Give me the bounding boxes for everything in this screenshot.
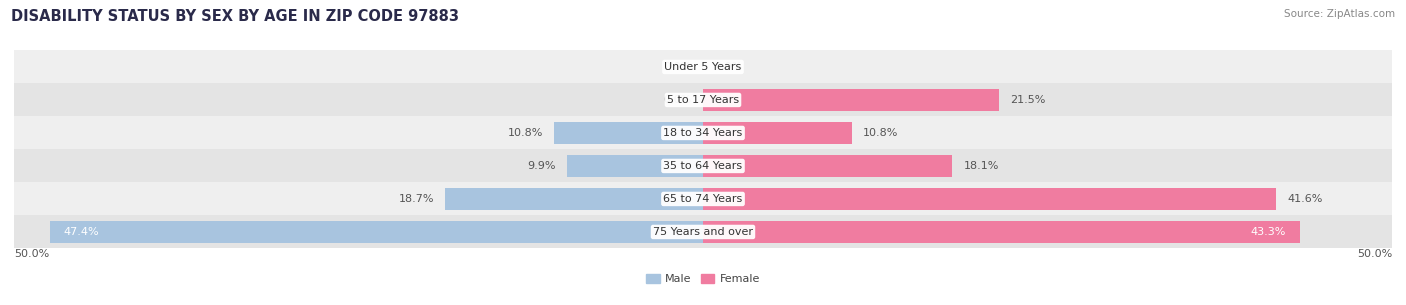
Text: Source: ZipAtlas.com: Source: ZipAtlas.com [1284, 9, 1395, 19]
Text: 41.6%: 41.6% [1288, 194, 1323, 204]
Bar [567, 155, 703, 177]
Text: 0.0%: 0.0% [664, 62, 692, 72]
Legend: Male, Female: Male, Female [641, 270, 765, 289]
Text: 43.3%: 43.3% [1250, 227, 1286, 237]
Bar [14, 117, 1392, 149]
Text: DISABILITY STATUS BY SEX BY AGE IN ZIP CODE 97883: DISABILITY STATUS BY SEX BY AGE IN ZIP C… [11, 9, 460, 24]
Text: 18.1%: 18.1% [963, 161, 998, 171]
Text: 18.7%: 18.7% [399, 194, 434, 204]
Bar [14, 149, 1392, 182]
Bar [446, 188, 703, 210]
Bar [554, 122, 703, 144]
Text: 75 Years and over: 75 Years and over [652, 227, 754, 237]
Text: 50.0%: 50.0% [14, 249, 49, 259]
Text: Under 5 Years: Under 5 Years [665, 62, 741, 72]
Text: 65 to 74 Years: 65 to 74 Years [664, 194, 742, 204]
Bar [703, 122, 852, 144]
Bar [703, 221, 1299, 243]
Bar [703, 188, 1277, 210]
Text: 9.9%: 9.9% [527, 161, 555, 171]
Text: 10.8%: 10.8% [863, 128, 898, 138]
Bar [14, 182, 1392, 215]
Text: 10.8%: 10.8% [508, 128, 543, 138]
Bar [49, 221, 703, 243]
Bar [14, 50, 1392, 84]
Text: 0.0%: 0.0% [664, 95, 692, 105]
Bar [703, 155, 952, 177]
Text: 47.4%: 47.4% [63, 227, 100, 237]
Text: 18 to 34 Years: 18 to 34 Years [664, 128, 742, 138]
Bar [14, 215, 1392, 249]
Text: 0.0%: 0.0% [714, 62, 742, 72]
Text: 5 to 17 Years: 5 to 17 Years [666, 95, 740, 105]
Text: 35 to 64 Years: 35 to 64 Years [664, 161, 742, 171]
Text: 21.5%: 21.5% [1011, 95, 1046, 105]
Bar [14, 84, 1392, 117]
Text: 50.0%: 50.0% [1357, 249, 1392, 259]
Bar [703, 89, 1000, 111]
